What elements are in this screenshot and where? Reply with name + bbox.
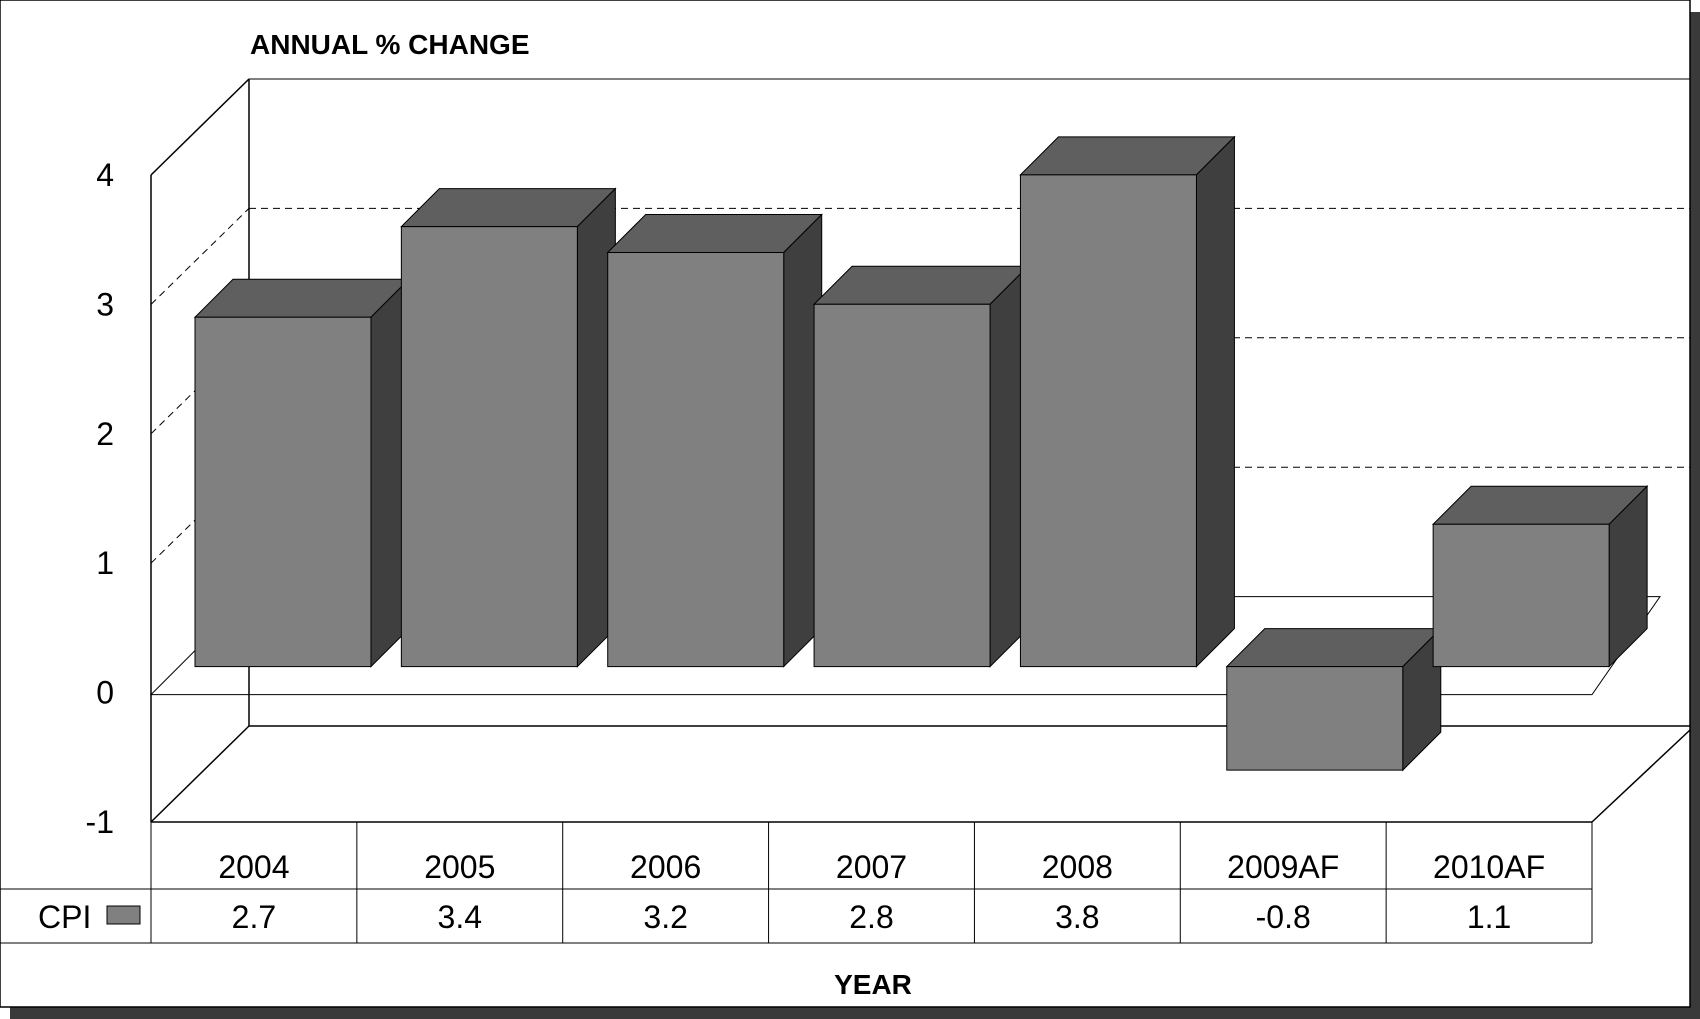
bar-front-face — [1432, 523, 1610, 668]
x-tick-label: 2006 — [630, 849, 701, 885]
bar-side-face — [1195, 135, 1235, 668]
floor-left-edge — [150, 725, 250, 823]
x-tick-label: 2007 — [836, 849, 907, 885]
data-label: 3.2 — [643, 899, 687, 935]
gridline-side-4 — [150, 78, 250, 176]
x-tick-label: 2010AF — [1433, 849, 1545, 885]
bar-2005 — [400, 187, 617, 668]
floor-right-edge — [1591, 729, 1691, 823]
x-axis-label: YEAR — [834, 969, 912, 1000]
bar-front-face — [1019, 174, 1197, 668]
data-label: 1.1 — [1467, 899, 1511, 935]
bar-2010AF — [1431, 485, 1649, 668]
y-tick-label: 1 — [96, 545, 114, 581]
bar-2004 — [193, 278, 411, 668]
legend-series-name: CPI — [38, 899, 91, 935]
bar-front-face — [194, 316, 372, 668]
bar-2007 — [812, 265, 1030, 668]
bar-front-face — [1226, 666, 1404, 771]
bar-2006 — [606, 213, 823, 668]
bar-front-face — [400, 226, 578, 668]
bar-2008 — [1019, 135, 1236, 668]
x-tick-label: 2009AF — [1227, 849, 1339, 885]
y-tick-label: -1 — [86, 804, 114, 840]
bar-front-face — [813, 303, 991, 668]
gridline-side-3 — [150, 208, 250, 305]
bars — [193, 135, 1649, 772]
y-tick-label: 0 — [96, 675, 114, 711]
data-label: 2.8 — [849, 899, 893, 935]
chart-title: ANNUAL % CHANGE — [250, 29, 530, 60]
y-tick-label: 4 — [96, 157, 114, 193]
x-tick-label: 2008 — [1042, 849, 1113, 885]
data-label: 3.8 — [1055, 899, 1099, 935]
y-tick-label: 2 — [96, 416, 114, 452]
legend-swatch — [106, 905, 141, 925]
bar-front-face — [607, 252, 785, 668]
bar-2009AF — [1225, 627, 1442, 772]
x-tick-label: 2004 — [218, 849, 289, 885]
data-table: 2004 2005 2006 2007 2008 2009AF 2010AF 2.7 3.4 3.… — [0, 822, 1593, 944]
data-label: 2.7 — [232, 899, 276, 935]
data-label: 3.4 — [438, 899, 482, 935]
x-tick-label: 2005 — [424, 849, 495, 885]
y-tick-label: 3 — [96, 286, 114, 322]
y-axis-ticks: 4 3 2 1 0 -1 — [86, 157, 114, 840]
data-label: -0.8 — [1256, 899, 1311, 935]
